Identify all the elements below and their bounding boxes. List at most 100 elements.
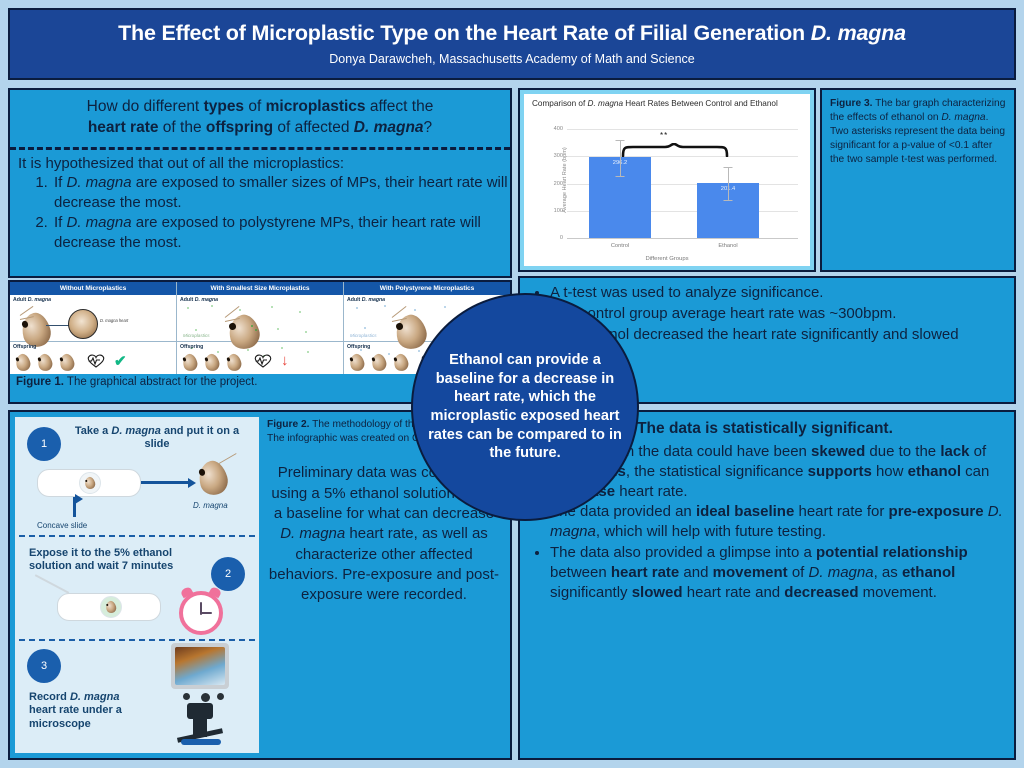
down-arrow-icon: ↓ (281, 352, 289, 369)
caption-label: Figure 1. (16, 376, 64, 388)
page-title-species: D. magna (810, 20, 906, 45)
daphnia-offspring-icon (369, 352, 389, 373)
caption-label: Figure 2. (267, 419, 310, 430)
heart-zoom-label: D. magna heart (100, 317, 129, 323)
x-axis-label: Different Groups (645, 256, 689, 262)
method-step-1: 1 Take a D. magna and put it on a slide … (15, 417, 259, 535)
q-seg-bold: heart rate (87, 118, 159, 136)
heart-rate-icon (254, 354, 272, 368)
author-affiliation: Donya Darawcheh, Massachusetts Academy o… (329, 52, 695, 67)
column-header: Without Microplastics (10, 282, 176, 295)
caption-text: The methodology of the preliminary data.… (267, 419, 498, 444)
grid-line (567, 183, 798, 185)
q-seg: of (244, 98, 266, 115)
daphnia-offspring-icon (13, 352, 33, 373)
daphnia-offspring-icon (35, 352, 55, 373)
q-seg-bold: types (203, 98, 245, 115)
error-bar (620, 140, 621, 177)
list-item: If D. magna are exposed to smaller sizes… (52, 173, 510, 213)
heart-zoom-circle (68, 308, 98, 339)
heart-rate-icon (87, 354, 105, 368)
figure-1-caption: Figure 1. The graphical abstract for the… (10, 374, 510, 388)
species-name: D. magna (66, 214, 132, 232)
microscope-screen (171, 643, 229, 689)
error-bar-cap (615, 140, 625, 142)
q-seg: ? (423, 118, 433, 136)
column-header: With Polystyrene Microplastics (344, 282, 510, 295)
methodology-infographic: 1 Take a D. magna and put it on a slide … (15, 417, 259, 753)
q-seg: How do different (86, 98, 204, 115)
species-name: D. magna (280, 525, 346, 543)
bar-value-label: 296.2 (589, 160, 651, 166)
research-question-line-2: heart rate of the offspring of affected … (20, 118, 500, 139)
species-name: D. magna (66, 173, 132, 191)
check-icon: ✔ (114, 353, 127, 370)
graphical-abstract-image: Without Microplastics Adult D. magna D. … (10, 282, 510, 374)
q-seg: of affected (273, 118, 354, 136)
step-divider (19, 535, 255, 537)
species-name: D. magna (941, 111, 986, 123)
bar-control[interactable]: 296.2 Control (589, 140, 651, 249)
center-callout-text: Ethanol can provide a baseline for a dec… (428, 351, 622, 462)
arrow-right-icon (141, 477, 196, 488)
error-bar-cap (723, 167, 733, 169)
microplastics-label: Microplastics (183, 332, 210, 338)
plot-area: 400 300 200 100 0 296.2 Control 201.4 (554, 126, 798, 249)
hypothesis-intro: It is hypothesized that out of all the m… (18, 154, 344, 172)
y-tick-label: 400 (553, 126, 563, 132)
x-tick-label-control: Control (610, 243, 630, 249)
grid-line (567, 129, 798, 130)
q-seg: affect the (365, 98, 434, 115)
research-question-panel: How do different types of microplastics … (8, 88, 512, 278)
graphical-abstract: Without Microplastics Adult D. magna D. … (10, 282, 510, 402)
q-seg-bold: offspring (205, 118, 274, 136)
figure-1-panel: Without Microplastics Adult D. magna D. … (8, 280, 512, 404)
adult-section: Adult D. magna D. magna heart (10, 295, 176, 350)
abstract-column-smallest-size: With Smallest Size Microplastics Adult D… (177, 282, 344, 374)
adult-label: Adult D. magna (180, 296, 219, 303)
significance-bracket (621, 143, 729, 157)
y-tick-label: 100 (553, 207, 563, 214)
bar-value-label: 201.4 (697, 186, 759, 192)
research-question-box: How do different types of microplastics … (10, 90, 510, 150)
figure-2-row: 1 Take a D. magna and put it on a slide … (10, 412, 510, 758)
figure-3-caption-panel: Figure 3. The bar graph characterizing t… (820, 88, 1016, 272)
offspring-label: Offspring (347, 344, 371, 350)
grid-line (567, 156, 798, 158)
x-tick-label-ethanol: Ethanol (718, 243, 738, 249)
step-3-text: Record D. magna heart rate under a micro… (29, 691, 122, 730)
q-seg-species: D. magna (353, 118, 424, 136)
offspring-label: Offspring (13, 344, 37, 350)
grid-line (567, 210, 798, 212)
offspring-label: Offspring (180, 344, 204, 350)
daphnia-offspring-icon (391, 352, 411, 373)
adult-label: Adult D. magna (13, 296, 52, 303)
research-question-line-1: How do different types of microplastics … (20, 97, 500, 118)
daphnia-large-icon (194, 457, 232, 499)
q-seg-bold: microplastics (265, 98, 366, 115)
step-number-badge: 1 (27, 427, 61, 461)
antenna-icon (218, 453, 237, 464)
list-item: If D. magna are exposed to polystyrene M… (52, 213, 510, 253)
caption-label: Figure 3. (830, 98, 873, 109)
figure-2-caption: Figure 2. The methodology of the prelimi… (267, 418, 501, 445)
microscope-icon (157, 643, 253, 753)
y-tick-label: 300 (553, 153, 563, 160)
daphnia-offspring-icon (57, 352, 77, 373)
bar-chart: Comparison of D. magna Heart Rates Betwe… (524, 94, 810, 266)
q-seg: of the (158, 118, 206, 136)
list-item: The data provided an ideal baseline hear… (550, 502, 1006, 542)
zoom-connector-line (46, 324, 72, 326)
offspring-section: Offspring ↓ (177, 342, 343, 374)
center-callout-circle: Ethanol can provide a baseline for a dec… (411, 293, 639, 521)
list-item: The data also provided a glimpse into a … (550, 543, 1006, 602)
figure-2-panel: 1 Take a D. magna and put it on a slide … (8, 410, 512, 760)
pipette-icon (34, 574, 70, 594)
list-item: The control group average heart rate was… (550, 304, 1006, 324)
bar-ethanol[interactable]: 201.4 Ethanol (697, 167, 759, 249)
step-1-text: Take a D. magna and put it on a slide (74, 425, 240, 451)
concave-slide-icon (37, 469, 141, 497)
adult-label: Adult D. magna (347, 296, 386, 303)
daphnia-offspring-icon (180, 352, 200, 373)
step-divider (19, 639, 255, 641)
